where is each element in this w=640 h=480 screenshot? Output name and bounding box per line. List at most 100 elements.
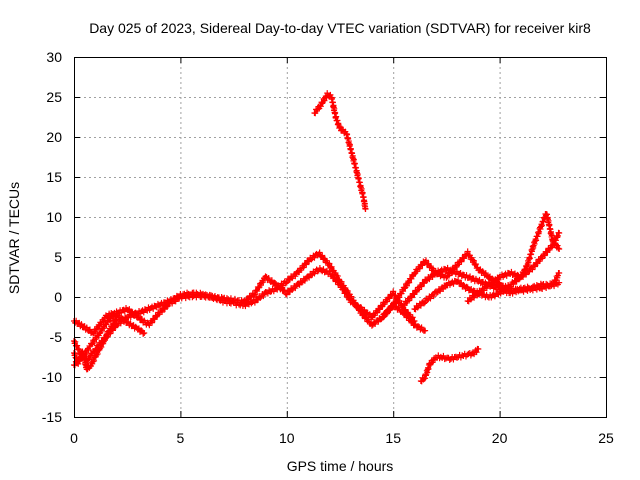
data-point [159,308,166,315]
data-point [94,350,101,357]
data-point [433,289,440,296]
data-point [493,277,500,284]
data-point [163,303,170,310]
data-point [97,345,104,352]
data-point [283,291,290,298]
data-point [539,285,546,292]
data-point [83,324,90,331]
data-point [292,273,299,280]
data-point [298,279,305,286]
data-point [91,357,98,364]
data-point [408,294,415,301]
data-point [91,338,98,345]
data-point [556,279,563,286]
data-point [500,288,507,295]
data-point [257,294,264,301]
data-point [237,299,244,306]
data-point [248,300,255,307]
data-points [71,90,563,385]
data-point [463,283,470,290]
data-point [326,260,333,267]
data-point [416,265,423,272]
data-point [268,277,275,284]
data-point [374,309,381,316]
data-point [424,297,431,304]
x-tick-label: 25 [598,430,614,446]
data-point [409,314,416,321]
data-point [455,277,462,284]
data-point [78,321,85,328]
data-point [344,292,351,299]
data-point [205,293,212,300]
data-point [480,287,487,294]
data-point [555,245,562,252]
data-point [448,269,455,276]
data-point [533,286,540,293]
data-point [384,309,391,316]
data-point [473,349,480,356]
data-point [231,295,238,302]
data-point [390,288,397,295]
data-point [319,252,326,259]
data-point [510,281,517,288]
data-point [411,318,418,324]
data-point [526,268,533,275]
data-point [479,268,486,275]
data-point [387,306,394,313]
data-point [107,327,114,334]
data-point [429,273,436,280]
data-point [520,270,527,277]
data-point [455,261,462,268]
data-point [251,299,258,306]
data-point [551,281,558,288]
data-point [98,344,105,351]
data-point [74,342,81,349]
data-point [281,287,288,294]
data-point [289,286,296,293]
data-point [86,354,93,361]
data-point [260,293,267,300]
y-tick-label: 5 [54,249,62,265]
data-point [427,295,434,302]
data-point [473,261,480,268]
data-point [362,206,369,212]
data-point [303,261,310,268]
chart-title: Day 025 of 2023, Sidereal Day-to-day VTE… [89,20,591,36]
data-point [539,255,546,262]
y-tick-label: -5 [50,329,63,345]
x-tick-label: 20 [492,430,508,446]
data-point [417,302,424,309]
data-point [338,282,345,289]
series-track-c [71,309,148,337]
data-point [101,325,108,332]
data-point [430,293,437,300]
y-tick-label: 20 [46,129,62,145]
data-point [524,287,531,294]
data-point [375,318,382,325]
data-point [282,280,289,287]
y-tick-label: -15 [42,409,62,425]
data-point [541,252,548,259]
data-point [460,281,467,288]
y-tick-label: 15 [46,169,62,185]
data-point [93,335,100,342]
data-point [103,314,110,321]
data-point [396,294,403,301]
data-point [406,279,413,286]
y-tick-label: -10 [42,369,62,385]
data-point [422,327,429,334]
data-point [554,232,561,239]
data-point [316,249,323,256]
data-point [372,321,379,328]
x-axis-label: GPS time / hours [287,458,394,474]
data-point [415,286,422,293]
data-point [250,292,257,299]
data-point [242,299,249,306]
data-point [383,298,390,305]
data-point [470,257,477,264]
data-point [358,304,365,311]
x-tick-label: 0 [70,430,78,446]
data-point [260,279,267,286]
